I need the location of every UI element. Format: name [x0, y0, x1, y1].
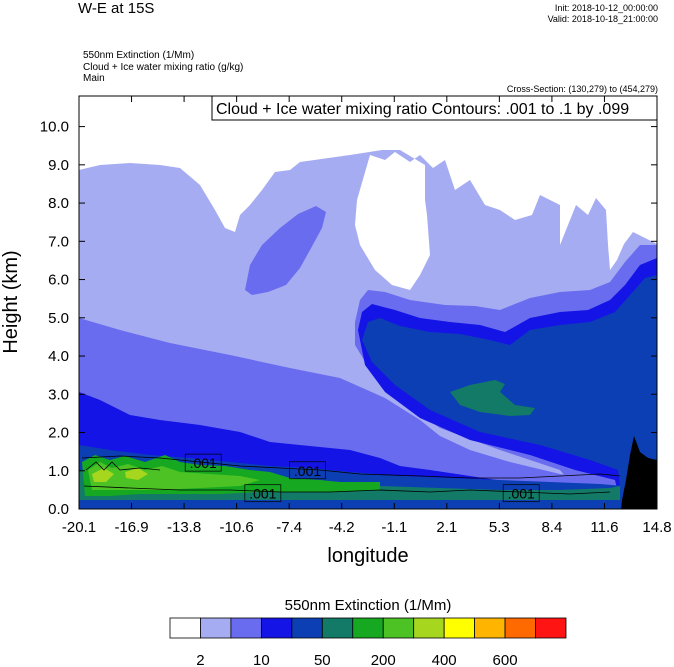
- extinction-fill-white-top: [79, 96, 657, 290]
- init-time: Init: 2018-10-12_00:00:00: [554, 3, 658, 13]
- contour-label: .001: [508, 486, 535, 502]
- x-tick-label: 2.1: [436, 519, 457, 536]
- contour-labels: .001 .001 .001 .001: [184, 453, 540, 503]
- colorbar-swatch: [321, 617, 354, 639]
- contour-label: .001: [190, 455, 217, 471]
- y-tick-label: 6.0: [48, 272, 69, 289]
- variable-extinction-label: 550nm Extinction (1/Mm): [83, 50, 195, 61]
- y-tick-label: 8.0: [48, 195, 69, 212]
- y-axis: 0.0 1.0 2.0 3.0 4.0 5.0 6.0 7.0 8.0 9.0 10.0: [40, 119, 657, 518]
- y-axis-title: Height (km): [0, 250, 22, 353]
- terrain: [621, 436, 657, 509]
- contour-label-box: [502, 484, 540, 503]
- contour-label-box: [244, 484, 282, 503]
- x-tick-label: -16.9: [114, 519, 148, 536]
- colorbar-swatch: [169, 617, 201, 639]
- variable-cloud-label: Cloud + Ice water mixing ratio (g/kg): [83, 62, 244, 73]
- colorbar-swatch: [382, 617, 415, 639]
- colorbar-label: 2: [196, 652, 204, 667]
- cross-section-label: Cross-Section: (130,279) to (454,279): [506, 84, 658, 94]
- contour-legend-box: [211, 95, 658, 121]
- colorbar-label: 400: [432, 652, 457, 667]
- x-tick-label: -13.8: [167, 519, 201, 536]
- y-tick-label: 5.0: [48, 310, 69, 327]
- contour-label: .001: [249, 486, 276, 502]
- y-tick-label: 9.0: [48, 157, 69, 174]
- plot-area: [79, 96, 657, 509]
- extinction-fill-100-right: [362, 275, 657, 509]
- y-tick-label: 2.0: [48, 425, 69, 442]
- contour-label-box: [184, 453, 222, 472]
- x-tick-label: -4.2: [329, 519, 355, 536]
- x-tick-label: 5.3: [489, 519, 510, 536]
- y-tick-label: 1.0: [48, 463, 69, 480]
- extinction-fill-800: [92, 468, 148, 482]
- variable-main-label: Main: [83, 73, 105, 84]
- chart-title: W-E at 15S: [78, 0, 155, 17]
- x-tick-label: 14.8: [642, 519, 671, 536]
- x-tick-label: -1.1: [381, 519, 407, 536]
- contour-label-box: [289, 461, 326, 480]
- contour-legend-label: Cloud + Ice water mixing ratio Contours:…: [216, 101, 629, 118]
- colorbar-swatch: [230, 617, 262, 639]
- y-tick-label: 0.0: [48, 501, 69, 518]
- colorbar: 2 10 50 200 400 600: [169, 617, 567, 667]
- y-tick-label: 7.0: [48, 233, 69, 250]
- colorbar-swatch: [535, 617, 567, 639]
- colorbar-label: 10: [253, 652, 270, 667]
- valid-time: Valid: 2018-10-18_21:00:00: [547, 14, 658, 24]
- colorbar-swatch: [260, 617, 293, 639]
- colorbar-label: 600: [493, 652, 518, 667]
- y-tick-label: 4.0: [48, 348, 69, 365]
- x-tick-label: -10.6: [220, 519, 254, 536]
- y-tick-label: 10.0: [40, 119, 69, 136]
- colorbar-swatch: [504, 617, 536, 639]
- x-axis-title: longitude: [327, 545, 408, 567]
- extinction-fill-200-mid: [450, 380, 535, 416]
- contour-lines: [81, 455, 621, 495]
- colorbar-label: 50: [314, 652, 331, 667]
- extinction-fill-10-cloud: [245, 206, 326, 295]
- colorbar-label: 200: [371, 652, 396, 667]
- colorbar-swatch: [443, 617, 476, 639]
- x-tick-label: 8.4: [541, 519, 562, 536]
- colorbar-swatch: [413, 617, 445, 639]
- x-tick-label: -7.4: [276, 519, 302, 536]
- x-tick-label: 11.6: [590, 519, 618, 536]
- colorbar-swatch: [291, 617, 323, 639]
- y-tick-label: 3.0: [48, 386, 69, 403]
- colorbar-title: 550nm Extinction (1/Mm): [285, 597, 452, 614]
- colorbar-swatch: [352, 617, 384, 639]
- x-axis: -20.1 -16.9 -13.8 -10.6 -7.4 -4.2 -1.1 2.1 5.3 8.…: [62, 96, 672, 536]
- colorbar-swatch: [200, 617, 232, 639]
- colorbar-swatch: [474, 617, 506, 639]
- x-tick-label: -20.1: [62, 519, 96, 536]
- contour-label: .001: [294, 463, 321, 479]
